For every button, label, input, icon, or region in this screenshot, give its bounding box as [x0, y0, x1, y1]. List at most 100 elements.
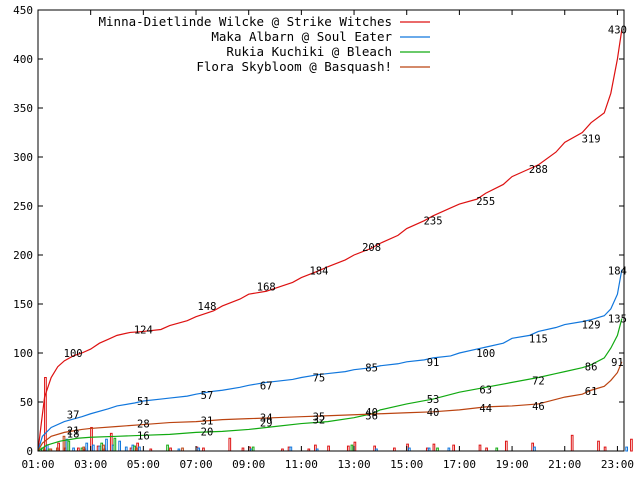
data-label: 16 [137, 430, 150, 442]
x-tick-label: 13:00 [337, 458, 370, 471]
count-bar [570, 434, 574, 452]
data-label: 430 [608, 25, 627, 37]
x-tick-label: 01:00 [21, 458, 54, 471]
y-tick-label: 350 [13, 102, 33, 115]
data-label: 32 [313, 415, 326, 427]
count-bar [138, 446, 141, 452]
data-label: 61 [585, 386, 598, 398]
x-tick-label: 15:00 [390, 458, 423, 471]
data-label: 235 [424, 216, 443, 228]
data-label: 21 [67, 425, 80, 437]
data-label: 184 [309, 266, 328, 278]
plot-frame [37, 9, 625, 452]
data-label: 63 [479, 384, 492, 396]
data-label: 51 [137, 396, 150, 408]
legend-label: Maka Albarn @ Soul Eater [211, 29, 392, 44]
data-label: 85 [365, 363, 378, 375]
count-bar [603, 446, 607, 452]
x-tick-label: 09:00 [232, 458, 265, 471]
count-bar [251, 446, 255, 452]
data-label: 29 [260, 418, 273, 430]
data-label: 44 [479, 403, 492, 415]
data-label: 208 [362, 242, 381, 254]
data-label: 288 [529, 164, 548, 176]
y-tick-label: 0 [26, 445, 33, 458]
y-tick-label: 400 [13, 53, 33, 66]
count-bar [67, 440, 71, 452]
x-tick-label: 17:00 [443, 458, 476, 471]
data-label: 40 [365, 407, 378, 419]
bars-layer [37, 377, 633, 452]
y-tick-label: 50 [20, 396, 33, 409]
data-label: 91 [611, 357, 624, 369]
x-tick-label: 23:00 [601, 458, 634, 471]
data-label: 28 [137, 419, 150, 431]
count-bar [350, 444, 354, 452]
series-line [37, 29, 623, 452]
y-tick-label: 250 [13, 200, 33, 213]
y-tick-label: 100 [13, 347, 33, 360]
data-label: 35 [313, 412, 326, 424]
data-label: 184 [608, 266, 627, 278]
y-tick-label: 200 [13, 249, 33, 262]
data-label: 124 [134, 324, 153, 336]
data-label: 57 [201, 390, 214, 402]
count-bar [91, 444, 95, 452]
series-line [37, 361, 623, 452]
count-bar [452, 444, 456, 452]
count-bar [597, 440, 600, 452]
count-bar [289, 446, 293, 452]
data-label: 319 [582, 133, 601, 145]
data-label: 72 [532, 375, 545, 387]
data-label: 34 [260, 413, 273, 425]
count-bar [228, 437, 232, 452]
y-tick-label: 300 [13, 151, 33, 164]
data-label: 100 [476, 348, 495, 360]
data-label: 46 [532, 401, 545, 413]
data-label: 129 [582, 320, 601, 332]
legend-label: Flora Skybloom @ Basquash! [196, 59, 392, 74]
x-tick-label: 05:00 [127, 458, 160, 471]
x-tick-label: 07:00 [179, 458, 212, 471]
data-label: 36 [365, 411, 378, 423]
data-label: 20 [201, 426, 214, 438]
x-tick-label: 03:00 [74, 458, 107, 471]
y-tick-label: 150 [13, 298, 33, 311]
x-tick-label: 11:00 [285, 458, 318, 471]
count-bar [118, 440, 122, 452]
count-bar [478, 444, 482, 452]
data-label: 31 [201, 416, 214, 428]
x-tick-label: 19:00 [496, 458, 529, 471]
count-bar [432, 443, 436, 452]
count-bar [166, 444, 169, 452]
x-tick-label: 21:00 [548, 458, 581, 471]
data-label: 255 [476, 196, 495, 208]
legend-label: Minna-Dietlinde Wilcke @ Strike Witches [99, 14, 393, 29]
count-bar [504, 440, 508, 452]
data-label: 75 [313, 373, 326, 385]
data-label: 37 [67, 410, 80, 422]
data-label: 86 [585, 362, 598, 374]
count-bar [113, 437, 117, 452]
axes-layer: 0 50 100 150 200 250 300 350 400 450 01:00 03:00 05:… [13, 4, 634, 471]
count-bar [85, 442, 89, 452]
count-bar [630, 438, 633, 452]
legend-label: Rukia Kuchiki @ Bleach [226, 44, 392, 59]
count-bar [346, 445, 350, 452]
count-bar [533, 446, 536, 452]
data-label: 18 [67, 428, 80, 440]
data-label: 91 [427, 357, 440, 369]
y-tick-label: 450 [13, 4, 33, 17]
series-line [37, 269, 623, 452]
count-bar [105, 438, 108, 452]
data-label: 135 [608, 314, 627, 326]
data-label: 115 [529, 333, 548, 345]
data-label: 40 [427, 407, 440, 419]
lines-layer [37, 29, 623, 452]
data-label: 67 [260, 380, 273, 392]
point-labels-layer: 100 124 148 168 184 208 235 255 288 319 430 37 51 57 6… [64, 25, 627, 443]
data-label: 148 [198, 301, 217, 313]
data-label: 168 [257, 281, 276, 293]
legend: Minna-Dietlinde Wilcke @ Strike WitchesM… [99, 14, 430, 74]
